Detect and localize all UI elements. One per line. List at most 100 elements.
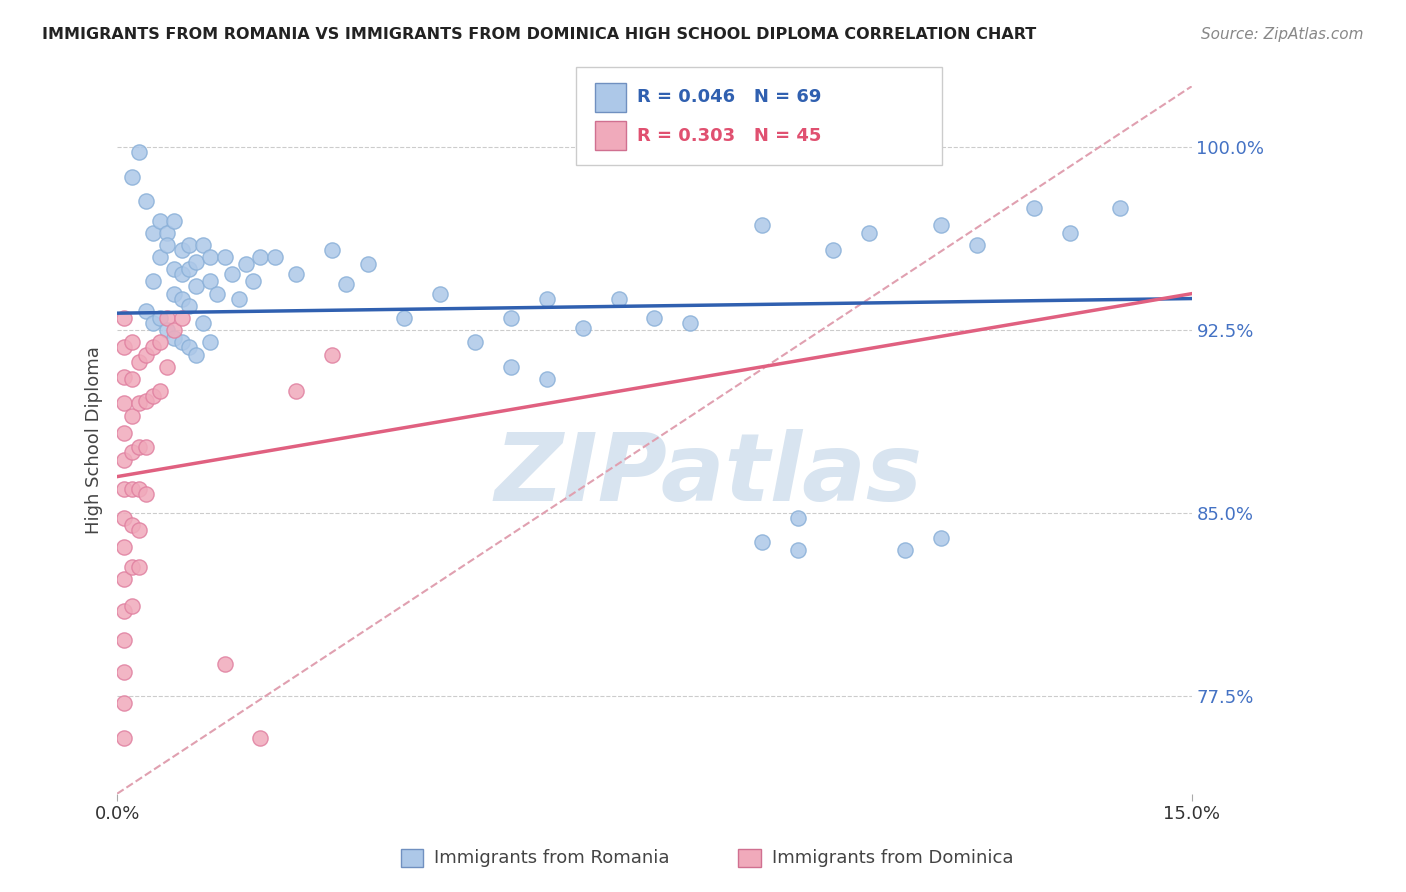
Point [392,311,415,326]
Point [112,541,135,555]
Text: R = 0.303   N = 45: R = 0.303 N = 45 [637,127,821,145]
Point [170,335,193,350]
Point [200,250,222,264]
Point [142,316,165,330]
Point [142,226,165,240]
Point [121,559,143,574]
Point [214,657,236,672]
Point [894,542,917,557]
Point [112,572,135,586]
Point [163,323,186,337]
Point [321,348,343,362]
Point [285,267,308,281]
Point [184,279,207,293]
Point [501,311,523,326]
Point [112,340,135,354]
Point [177,262,200,277]
Text: Immigrants from Dominica: Immigrants from Dominica [772,849,1014,867]
Point [135,348,157,362]
Point [112,511,135,525]
Point [128,559,150,574]
Point [184,348,207,362]
Point [1109,202,1132,216]
Point [177,238,200,252]
Point [112,452,135,467]
Point [249,731,271,745]
Point [170,311,193,326]
Point [191,238,214,252]
Point [786,511,808,525]
Point [679,316,702,330]
Point [221,267,243,281]
Point [207,286,229,301]
Point [751,535,773,549]
Point [177,340,200,354]
Text: IMMIGRANTS FROM ROMANIA VS IMMIGRANTS FROM DOMINICA HIGH SCHOOL DIPLOMA CORRELAT: IMMIGRANTS FROM ROMANIA VS IMMIGRANTS FR… [42,27,1036,42]
Y-axis label: High School Diploma: High School Diploma [86,346,103,534]
Point [163,262,186,277]
Point [142,275,165,289]
Point [163,330,186,344]
Point [191,316,214,330]
Text: Source: ZipAtlas.com: Source: ZipAtlas.com [1201,27,1364,42]
Point [135,394,157,409]
Point [501,359,523,374]
Point [112,482,135,496]
Point [121,372,143,386]
Point [156,359,179,374]
Point [643,311,665,326]
Point [128,355,150,369]
Point [135,194,157,208]
Point [156,323,179,337]
Point [235,257,257,271]
Point [929,531,952,545]
Point [607,292,630,306]
Point [112,633,135,648]
Text: Immigrants from Romania: Immigrants from Romania [434,849,669,867]
Point [1059,226,1081,240]
Point [464,335,486,350]
Point [214,250,236,264]
Point [429,286,451,301]
Point [121,482,143,496]
Point [135,440,157,454]
Point [112,425,135,440]
Point [823,243,845,257]
Point [177,299,200,313]
Point [1022,202,1045,216]
Point [536,292,558,306]
Point [112,396,135,410]
Point [228,292,250,306]
Point [163,286,186,301]
Point [966,238,988,252]
Point [135,486,157,500]
Point [571,321,593,335]
Point [112,311,135,326]
Text: R = 0.046   N = 69: R = 0.046 N = 69 [637,88,821,106]
Point [128,523,150,537]
Point [149,213,172,227]
Point [121,445,143,459]
Point [121,335,143,350]
Point [112,665,135,679]
Point [786,542,808,557]
Point [112,697,135,711]
Point [170,243,193,257]
Point [335,277,357,291]
Point [149,250,172,264]
Point [751,219,773,233]
Point [200,335,222,350]
Point [149,311,172,326]
Point [112,731,135,745]
Point [128,440,150,454]
Point [184,255,207,269]
Point [121,599,143,613]
Point [163,213,186,227]
Point [536,372,558,386]
Point [128,396,150,410]
Point [249,250,271,264]
Text: ZIPatlas: ZIPatlas [494,429,922,522]
Point [156,226,179,240]
Point [149,335,172,350]
Point [263,250,285,264]
